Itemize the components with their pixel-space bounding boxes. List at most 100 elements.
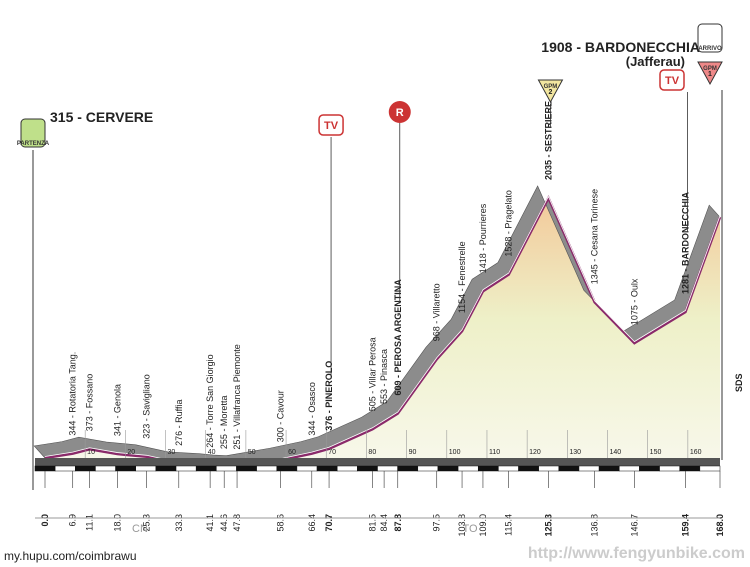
km-label: 81.5 <box>367 514 377 532</box>
km-bar-seg <box>397 465 419 472</box>
x-tick-label: 100 <box>449 449 461 456</box>
profile-line <box>44 195 722 469</box>
km-bar-seg <box>558 465 580 472</box>
km-bar-seg <box>598 465 620 472</box>
region-label: TO <box>462 523 478 535</box>
km-label: 47.8 <box>232 514 242 532</box>
x-tick-label: 10 <box>87 449 95 456</box>
km-bar <box>35 458 720 466</box>
x-tick-label: 60 <box>288 449 296 456</box>
marker-icon <box>388 101 411 123</box>
km-bar-seg <box>236 465 257 472</box>
km-label: 0.0 <box>40 514 50 527</box>
point-label: 609 - PEROSA ARGENTINA <box>393 279 403 396</box>
km-bar-seg <box>135 465 157 472</box>
km-bar-seg <box>75 465 96 472</box>
km-bar-seg <box>699 465 721 472</box>
x-tick-label: 40 <box>208 449 216 456</box>
km-bar-seg <box>216 465 237 472</box>
km-label: 6.9 <box>68 514 78 527</box>
km-bar-seg <box>417 465 439 472</box>
km-bar-seg <box>34 465 56 472</box>
x-tick-label: 120 <box>529 449 541 456</box>
km-bar-seg <box>679 465 701 472</box>
km-bar-seg <box>619 465 640 472</box>
marker-icon <box>20 118 46 148</box>
point-label: 2035 - SESTRIERE <box>543 101 553 180</box>
km-label: 136.8 <box>590 514 600 537</box>
km-bar-seg <box>578 465 600 472</box>
x-tick-label: 80 <box>368 449 376 456</box>
start-label: 315 - CERVERE <box>50 109 153 125</box>
km-label: 11.1 <box>85 514 95 531</box>
x-tick-label: 20 <box>127 449 135 456</box>
finish-sublabel: (Jafferau) <box>626 54 685 69</box>
km-bar-seg <box>296 465 318 472</box>
x-tick-label: 130 <box>569 449 581 456</box>
marker-label: ARRIVO <box>698 46 722 52</box>
km-bar-seg <box>175 465 197 472</box>
point-label: 1345 - Cesana Torinese <box>590 189 600 284</box>
km-label: 33.3 <box>174 514 184 532</box>
point-label: 264 - Torre San Giorgio <box>205 354 215 447</box>
km-label: 44.6 <box>219 514 229 532</box>
km-bar-seg <box>54 465 76 472</box>
km-bar-seg <box>256 465 278 472</box>
km-label: 103.8 <box>457 514 467 537</box>
km-label: 159.4 <box>680 514 690 537</box>
marker-label: TV <box>324 120 339 132</box>
km-bar-seg <box>659 465 680 472</box>
point-label: 344 - Rotatoria Tang. <box>68 352 78 436</box>
km-label: 97.5 <box>432 514 442 532</box>
km-label: 125.3 <box>543 514 553 537</box>
km-label: 115.4 <box>504 514 514 536</box>
km-bar-seg <box>336 465 358 472</box>
marker-icon <box>697 61 723 86</box>
point-label: 1418 - Pourrieres <box>478 203 488 273</box>
km-bar-seg <box>155 465 177 472</box>
x-tick-label: 50 <box>248 449 256 456</box>
x-tick-label: 140 <box>610 449 622 456</box>
km-label: 70.7 <box>324 514 334 532</box>
point-label: 255 - Moretta <box>219 396 229 450</box>
km-bar-seg <box>457 465 479 472</box>
marker-label: GPM <box>703 66 717 72</box>
marker-icon <box>318 114 344 136</box>
km-label: 168.0 <box>715 514 725 537</box>
point-label: 300 - Cavour <box>275 390 285 442</box>
km-bar-seg <box>316 465 338 472</box>
marker-label: R <box>396 107 404 119</box>
km-label: 109.0 <box>478 514 488 537</box>
end-tag: SDS <box>734 373 744 392</box>
point-label: 1281 - BARDONECCHIA <box>680 191 690 294</box>
point-label: 553 - Pinasca <box>379 349 389 404</box>
point-label: 251 - Villafranca Piemonte <box>232 344 242 449</box>
watermark: http://www.fengyunbike.com <box>528 545 745 562</box>
point-label: 1075 - Oulx <box>629 278 639 325</box>
km-label: 41.1 <box>205 514 215 532</box>
point-label: 1528 - Pragelato <box>504 190 514 257</box>
km-bar-seg <box>518 465 539 472</box>
point-label: 323 - Savigliano <box>142 374 152 439</box>
point-label: 373 - Fossano <box>85 374 95 432</box>
marker-label: TV <box>665 75 680 87</box>
marker-icon <box>697 23 723 53</box>
marker-number: 2 <box>548 89 552 96</box>
km-bar-seg <box>276 465 298 472</box>
x-tick-label: 70 <box>328 449 336 456</box>
x-tick-label: 160 <box>690 449 702 456</box>
point-label: 344 - Osasco <box>307 382 317 436</box>
region-label: CN <box>132 523 148 535</box>
km-bar-seg <box>437 465 459 472</box>
km-bar-seg <box>195 465 217 472</box>
x-tick-label: 150 <box>650 449 662 456</box>
x-tick-label: 110 <box>489 449 500 456</box>
profile-fill <box>45 198 720 468</box>
point-label: 376 - PINEROLO <box>324 361 334 431</box>
marker-label: PARTENZA <box>17 141 50 147</box>
point-label: 276 - Ruffia <box>174 400 184 446</box>
km-bar-seg <box>498 465 519 472</box>
km-label: 66.4 <box>307 514 317 532</box>
km-label: 58.6 <box>275 514 285 532</box>
